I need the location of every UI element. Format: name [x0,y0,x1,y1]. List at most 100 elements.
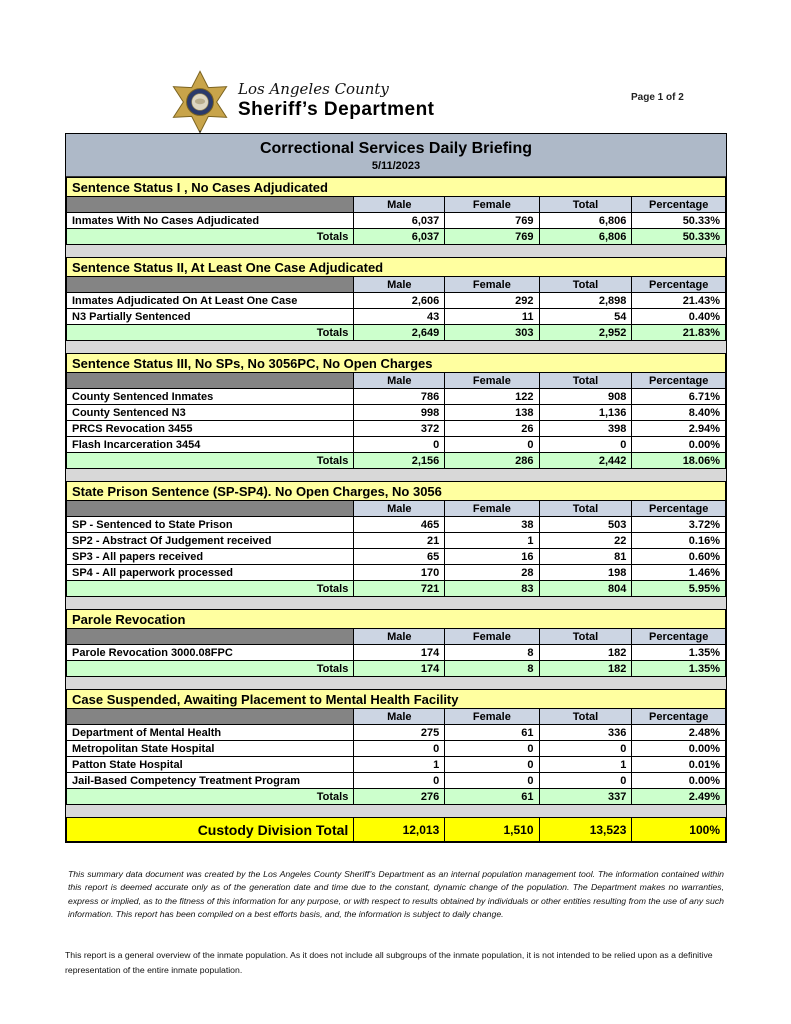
grand-total-total: 13,523 [538,817,633,842]
cell-male: 21 [353,532,446,549]
table-row: PRCS Revocation 3455 372 26 398 2.94% [65,420,726,437]
cell-total: 198 [538,564,633,581]
cell-female: 292 [444,292,540,309]
table-row: SP - Sentenced to State Prison 465 38 503 3.… [65,516,726,533]
row-label: SP2 - Abstract Of Judgement received [65,532,355,549]
totals-male: 174 [353,660,446,677]
column-header-spacer [65,708,355,725]
disclaimer-text: This summary data document was created b… [68,869,724,920]
grand-total-section: Custody Division Total 12,013 1,510 13,5… [65,817,726,842]
cell-percentage: 3.72% [631,516,726,533]
report-title-bar: Correctional Services Daily Briefing 5/1… [66,134,726,177]
column-header-spacer [65,276,355,293]
section-title: Sentence Status III, No SPs, No 3056PC, … [66,353,726,372]
totals-label: Totals [65,580,355,597]
row-label: Parole Revocation 3000.08FPC [65,644,355,661]
table-row: Flash Incarceration 3454 0 0 0 0.00% [65,436,726,453]
section-title: Parole Revocation [66,609,726,628]
column-header-percentage: Percentage [631,372,726,389]
totals-percentage: 18.06% [631,452,726,469]
cell-male: 6,037 [353,212,446,229]
table-row: Parole Revocation 3000.08FPC 174 8 182 1.35% [65,644,726,661]
totals-percentage: 21.83% [631,324,726,341]
totals-female: 769 [444,228,540,245]
agency-department: Sheriff’s Department [238,99,435,120]
cell-percentage: 2.94% [631,420,726,437]
totals-total: 337 [538,788,633,805]
section-table: Male Female Total Percentage Inmates Adjudic… [65,276,726,341]
totals-total: 182 [538,660,633,677]
table-row: N3 Partially Sentenced 43 11 54 0.40% [65,308,726,325]
column-header-row: Male Female Total Percentage [65,628,726,645]
report-body: Correctional Services Daily Briefing 5/1… [65,133,727,843]
cell-female: 138 [444,404,540,421]
row-label: Department of Mental Health [65,724,355,741]
row-label: Patton State Hospital [65,756,355,773]
cell-percentage: 50.33% [631,212,726,229]
totals-percentage: 5.95% [631,580,726,597]
table-row: Metropolitan State Hospital 0 0 0 0.00% [65,740,726,757]
document-header: Los Angeles County Sheriff’s Department … [0,0,791,134]
totals-percentage: 50.33% [631,228,726,245]
cell-female: 16 [444,548,540,565]
totals-row: Totals 2,156 286 2,442 18.06% [65,452,726,469]
column-header-total: Total [538,196,633,213]
cell-total: 908 [538,388,633,405]
row-label: SP3 - All papers received [65,548,355,565]
report-date: 5/11/2023 [371,160,421,172]
column-header-male: Male [353,628,446,645]
cell-percentage: 0.00% [631,772,726,789]
totals-total: 2,442 [538,452,633,469]
grand-total-male: 12,013 [353,817,446,842]
column-header-male: Male [353,196,446,213]
cell-percentage: 1.46% [631,564,726,581]
report-section: Case Suspended, Awaiting Placement to Me… [65,689,726,805]
table-row: SP4 - All paperwork processed 170 28 198 1.4… [65,564,726,581]
cell-female: 38 [444,516,540,533]
cell-female: 0 [444,436,540,453]
section-table: Male Female Total Percentage Parole Revocati… [65,628,726,677]
cell-male: 65 [353,548,446,565]
report-title: Correctional Services Daily Briefing [259,140,533,157]
column-header-female: Female [444,708,540,725]
row-label: Jail-Based Competency Treatment Program [65,772,355,789]
section-title: Sentence Status II, At Least One Case Ad… [66,257,726,276]
footnote-text: This report is a general overview of the… [65,950,713,975]
cell-percentage: 21.43% [631,292,726,309]
report-section: Parole Revocation Male Female Total Percenta… [65,609,726,677]
table-row: Department of Mental Health 275 61 336 2.48% [65,724,726,741]
agency-county: Los Angeles County [238,80,389,98]
column-header-male: Male [353,500,446,517]
cell-male: 372 [353,420,446,437]
column-header-total: Total [538,500,633,517]
row-label: Flash Incarceration 3454 [65,436,355,453]
totals-male: 6,037 [353,228,446,245]
section-title: State Prison Sentence (SP-SP4). No Open … [66,481,726,500]
grand-total-row: Custody Division Total 12,013 1,510 13,5… [65,817,726,842]
table-row: Jail-Based Competency Treatment Program 0… [65,772,726,789]
cell-male: 786 [353,388,446,405]
totals-label: Totals [65,660,355,677]
row-label: County Sentenced Inmates [65,388,355,405]
totals-total: 804 [538,580,633,597]
row-label: PRCS Revocation 3455 [65,420,355,437]
column-header-row: Male Female Total Percentage [65,196,726,213]
section-table: Male Female Total Percentage SP - Sentenced … [65,500,726,597]
totals-female: 303 [444,324,540,341]
cell-percentage: 8.40% [631,404,726,421]
row-label: Metropolitan State Hospital [65,740,355,757]
column-header-total: Total [538,372,633,389]
cell-total: 22 [538,532,633,549]
cell-total: 0 [538,740,633,757]
column-header-spacer [65,628,355,645]
cell-female: 0 [444,756,540,773]
cell-percentage: 0.60% [631,548,726,565]
totals-percentage: 2.49% [631,788,726,805]
report-section: Sentence Status III, No SPs, No 3056PC, … [65,353,726,469]
column-header-spacer [65,500,355,517]
totals-male: 2,649 [353,324,446,341]
column-header-spacer [65,196,355,213]
cell-male: 465 [353,516,446,533]
totals-female: 61 [444,788,540,805]
cell-female: 26 [444,420,540,437]
